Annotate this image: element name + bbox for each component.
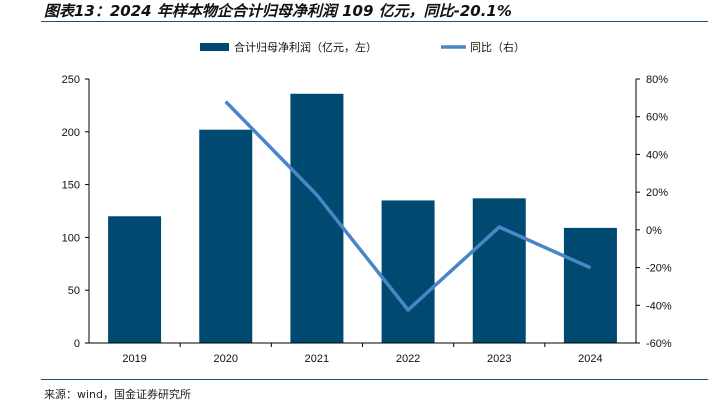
y2-tick-label: -60% xyxy=(646,338,672,350)
y-tick-label: 200 xyxy=(62,127,80,139)
x-tick-label: 2022 xyxy=(396,353,420,365)
bar-2019 xyxy=(108,216,162,343)
y2-tick-label: 40% xyxy=(646,149,668,161)
y-tick-label: 0 xyxy=(74,338,80,350)
y2-tick-label: 0% xyxy=(646,225,662,237)
x-tick-label: 2020 xyxy=(214,353,238,365)
x-tick-label: 2021 xyxy=(305,353,329,365)
legend-line-label: 同比（右） xyxy=(470,40,525,54)
y-tick-label: 100 xyxy=(62,232,80,244)
x-tick-label: 2023 xyxy=(487,353,511,365)
y2-tick-label: -20% xyxy=(646,263,672,275)
bar-2024 xyxy=(563,227,617,343)
source-note: 来源：wind，国金证券研究所 xyxy=(44,388,192,401)
y2-tick-label: -40% xyxy=(646,300,672,312)
bar-2020 xyxy=(199,129,253,343)
yoy-line xyxy=(224,100,592,312)
y-tick-label: 50 xyxy=(68,285,80,297)
x-tick-label: 2024 xyxy=(578,353,602,365)
bar-2022 xyxy=(381,200,435,343)
y-tick-label: 250 xyxy=(62,74,80,86)
legend-bar-swatch xyxy=(200,43,229,51)
y2-tick-label: 20% xyxy=(646,187,668,199)
y-tick-label: 150 xyxy=(62,180,80,192)
chart-title: 图表13：2024 年样本物企合计归母净利润 109 亿元，同比-20.1% xyxy=(44,2,512,20)
y2-tick-label: 80% xyxy=(646,74,668,86)
source-rule xyxy=(41,379,708,380)
title-rule xyxy=(41,21,708,22)
y2-tick-label: 60% xyxy=(646,112,668,124)
bar-2023 xyxy=(472,198,526,343)
x-tick-label: 2019 xyxy=(122,353,146,365)
legend-bar-label: 合计归母净利润（亿元，左） xyxy=(234,40,377,54)
